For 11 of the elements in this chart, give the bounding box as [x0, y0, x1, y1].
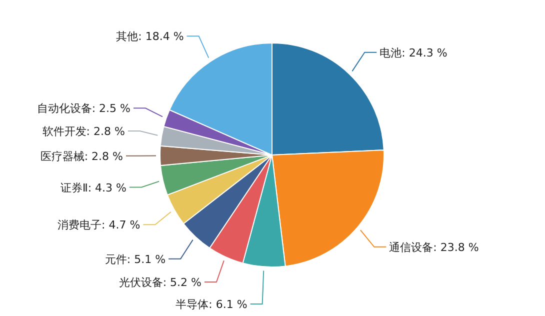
slice-label: 通信设备: 23.8 % [389, 240, 479, 254]
slice-label: 半导体: 6.1 % [176, 298, 248, 311]
slice-label: 元件: 5.1 % [104, 252, 166, 266]
slice-label: 光伏设备: 5.2 % [118, 276, 202, 289]
slice-label: 电池: 24.3 % [380, 46, 448, 60]
slice-label: 消费电子: 4.7 % [58, 218, 140, 232]
slice-label: 其他: 18.4 % [116, 30, 184, 44]
slice-label: 软件开发: 2.8 % [42, 125, 125, 138]
slice-label: 医疗器械: 2.8 % [40, 150, 124, 163]
slice-label: 证券Ⅱ: 4.3 % [60, 181, 127, 194]
slice-label: 自动化设备: 2.5 % [36, 102, 130, 116]
